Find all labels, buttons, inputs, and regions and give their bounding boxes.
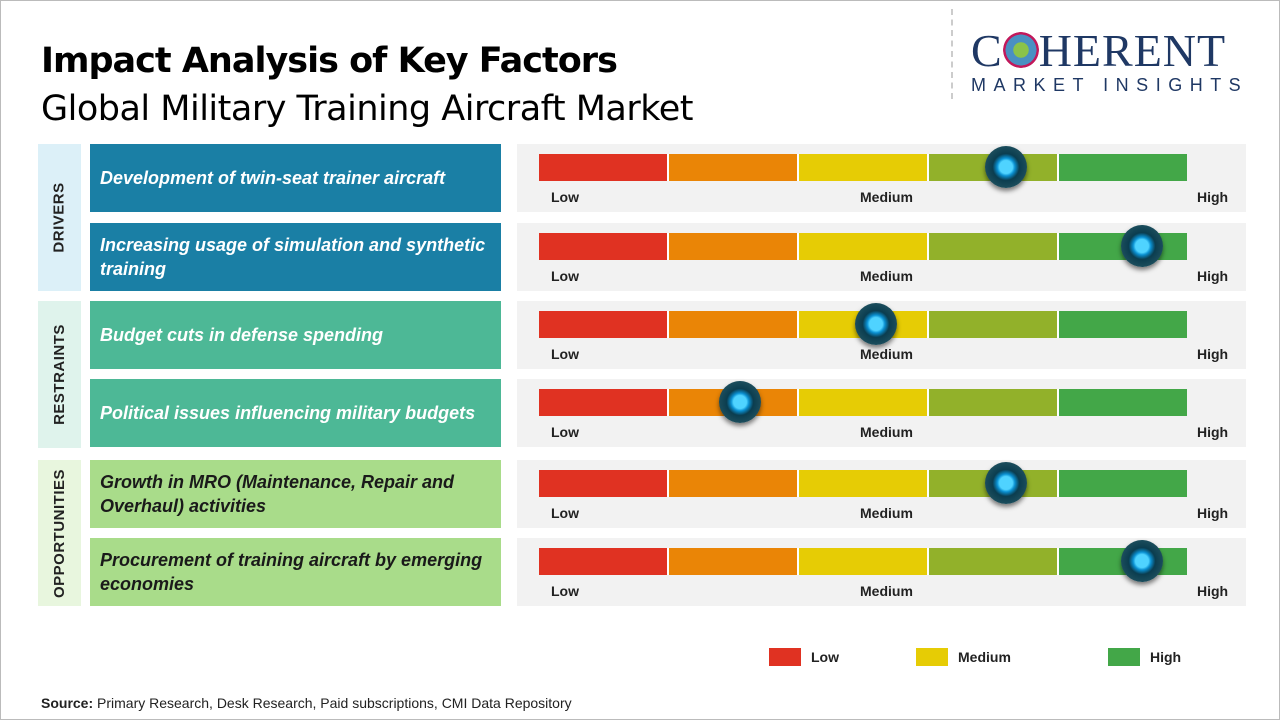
gauge-segment [799, 389, 929, 416]
impact-gauge: Low Medium High [517, 144, 1246, 212]
impact-gauge: Low Medium High [517, 538, 1246, 606]
gauge-segment [929, 389, 1059, 416]
impact-gauge: Low Medium High [517, 301, 1246, 369]
legend-item: Low [769, 648, 839, 666]
company-logo: C HERENT MARKET INSIGHTS [951, 9, 1271, 99]
legend-swatch [769, 648, 801, 666]
legend-swatch [1108, 648, 1140, 666]
factor-label: Increasing usage of simulation and synth… [90, 223, 501, 291]
impact-knob [1120, 540, 1163, 582]
scale-low: Low [551, 505, 579, 521]
scale-low: Low [551, 189, 579, 205]
gauge-segment [669, 233, 799, 260]
gauge-segment [539, 311, 669, 338]
gauge-segment [669, 154, 799, 181]
gauge-segment [669, 548, 799, 575]
globe-icon [1002, 32, 1039, 68]
gauge-segment [539, 154, 669, 181]
gauge-segment [539, 389, 669, 416]
impact-knob [718, 381, 761, 423]
gauge-segment [929, 548, 1059, 575]
source-note: Source: Primary Research, Desk Research,… [41, 695, 572, 711]
scale-medium: Medium [860, 424, 913, 440]
factor-label: Growth in MRO (Maintenance, Repair and O… [90, 460, 501, 528]
category-opportunities: OPPORTUNITIES [38, 460, 81, 606]
scale-high: High [1197, 189, 1229, 205]
scale-low: Low [551, 346, 579, 362]
scale-high: High [1197, 505, 1229, 521]
scale-medium: Medium [860, 505, 913, 521]
legend-swatch [916, 648, 948, 666]
scale-high: High [1197, 268, 1229, 284]
gauge-segment [929, 311, 1059, 338]
scale-high: High [1197, 424, 1229, 440]
impact-knob [984, 146, 1027, 188]
impact-knob [854, 303, 897, 345]
scale-high: High [1197, 346, 1229, 362]
category-restraints: RESTRAINTS [38, 301, 81, 448]
gauge-segment [1059, 154, 1187, 181]
scale-high: High [1197, 583, 1229, 599]
impact-knob [1120, 225, 1163, 267]
scale-medium: Medium [860, 583, 913, 599]
gauge-segment [539, 233, 669, 260]
factor-label: Political issues influencing military bu… [90, 379, 501, 447]
gauge-segment [799, 470, 929, 497]
gauge-segment [539, 548, 669, 575]
impact-knob [984, 462, 1027, 504]
scale-medium: Medium [860, 189, 913, 205]
legend-item: Medium [916, 648, 1011, 666]
gauge-segment [1059, 311, 1187, 338]
factor-label: Budget cuts in defense spending [90, 301, 501, 369]
scale-medium: Medium [860, 268, 913, 284]
impact-gauge: Low Medium High [517, 460, 1246, 528]
impact-gauge: Low Medium High [517, 379, 1246, 447]
scale-low: Low [551, 424, 579, 440]
gauge-segment [539, 470, 669, 497]
page-title: Impact Analysis of Key Factors [41, 41, 618, 81]
gauge-segment [1059, 389, 1187, 416]
scale-medium: Medium [860, 346, 913, 362]
legend-item: High [1108, 648, 1181, 666]
scale-low: Low [551, 268, 579, 284]
gauge-segment [799, 548, 929, 575]
gauge-segment [669, 470, 799, 497]
factor-label: Development of twin-seat trainer aircraf… [90, 144, 501, 212]
gauge-segment [929, 233, 1059, 260]
category-drivers: DRIVERS [38, 144, 81, 291]
scale-low: Low [551, 583, 579, 599]
gauge-segment [669, 311, 799, 338]
impact-gauge: Low Medium High [517, 223, 1246, 291]
factor-label: Procurement of training aircraft by emer… [90, 538, 501, 606]
gauge-segment [799, 154, 929, 181]
gauge-segment [799, 233, 929, 260]
gauge-segment [1059, 470, 1187, 497]
page-subtitle: Global Military Training Aircraft Market [41, 89, 694, 129]
